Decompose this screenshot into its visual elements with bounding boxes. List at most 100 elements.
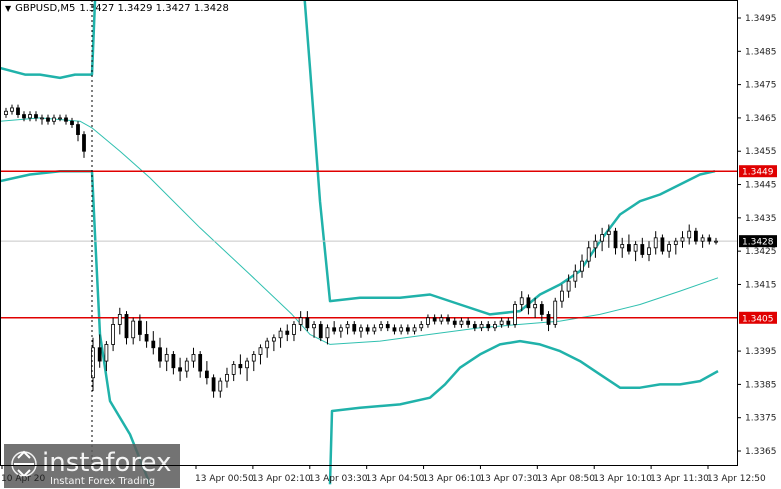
candle (97, 334, 102, 368)
candle-body-down (34, 114, 38, 119)
time-tick-label: 13 Apr 11:30 (650, 474, 709, 484)
price-axis: 1.3495 1.3485 1.3475 1.3465 1.3455 1.3445 1.34… (737, 14, 777, 457)
candle (513, 301, 517, 328)
candle (392, 324, 397, 335)
candle-body-up (4, 110, 8, 115)
candle-body-up (580, 260, 584, 272)
time-tick-label: 13 Apr 12:50 (707, 474, 766, 484)
candle-body-down (70, 120, 74, 125)
candle (225, 367, 229, 388)
candle (466, 317, 471, 328)
candle (325, 324, 330, 345)
candle-body-up (633, 244, 638, 252)
time-tick-label: 13 Apr 00:50 (195, 474, 254, 484)
candle-body-down (694, 230, 698, 242)
candle (714, 237, 718, 245)
candle (40, 114, 44, 125)
candle (10, 104, 14, 115)
candle-body-up (338, 327, 343, 332)
candle-body-down (466, 320, 471, 325)
candle (117, 307, 122, 335)
candle (164, 347, 169, 372)
candle-body-down (305, 317, 310, 329)
candle-body-down (660, 237, 665, 252)
candle-body-up (493, 324, 497, 329)
candle (707, 234, 712, 245)
candle-body-up (459, 320, 464, 325)
time-tick-label: 13 Apr 07:30 (479, 474, 538, 484)
horizontal-levels[interactable]: 1.3449 1.3405 1.3428 (0, 165, 777, 324)
candle (405, 324, 410, 335)
candle-body-down (539, 304, 544, 315)
candle-body-down (707, 237, 712, 242)
candle-body-up (426, 317, 430, 325)
candle (506, 317, 511, 328)
candle-body-up (680, 237, 685, 242)
candle-body-down (365, 327, 370, 332)
symbol-menu-icon[interactable]: ▼ (5, 4, 12, 13)
candle-body-down (486, 324, 491, 329)
candle-body-up (292, 324, 296, 335)
candle-body-up (566, 280, 571, 292)
candle-body-up (117, 314, 122, 325)
candle-body-up (573, 270, 578, 282)
candle (365, 324, 370, 335)
price-tick-label: 1.3475 (745, 81, 777, 91)
candle-body-up (271, 337, 276, 342)
candle-body-down (332, 327, 337, 332)
candle (4, 107, 8, 118)
candle-body-up (687, 230, 692, 239)
candle (613, 227, 618, 255)
candle-body-up (359, 327, 363, 332)
candle (573, 264, 578, 288)
candle (586, 241, 591, 268)
candle (231, 361, 236, 382)
candle (580, 254, 584, 278)
symbol-label[interactable]: GBPUSD,M5 (15, 3, 76, 14)
candle (278, 327, 283, 348)
candle (459, 317, 464, 328)
time-tick-label: 13 Apr 02:10 (252, 474, 311, 484)
candle-body-up (519, 297, 524, 305)
candle (352, 321, 357, 335)
ohlc-readout: 1.3427 1.3429 1.3427 1.3428 (79, 3, 229, 14)
candle-body-down (151, 340, 156, 349)
candle-body-down (137, 320, 142, 335)
candle (158, 337, 162, 368)
watermark-brand: instaforex (42, 448, 171, 478)
candle-body-up (479, 324, 484, 329)
candle-body-up (399, 327, 404, 332)
price-tick-label: 1.3385 (745, 380, 777, 390)
time-tick-label: 13 Apr 10:10 (593, 474, 652, 484)
candle-body-up (278, 330, 283, 339)
price-tick-label: 1.3415 (745, 280, 777, 290)
candle (28, 111, 32, 122)
lower-band-line (0, 169, 152, 485)
candle (479, 321, 484, 332)
candle-body-down (211, 377, 216, 392)
candle-body-up (553, 300, 558, 325)
candle-body-down (178, 367, 182, 372)
candle-body-down (640, 244, 645, 255)
candle (653, 231, 658, 255)
price-tick-label: 1.3465 (745, 114, 777, 124)
candle-body-up (251, 354, 256, 362)
level-price-tag (739, 165, 777, 178)
price-tick-label: 1.3495 (745, 14, 777, 24)
candle-body-down (22, 114, 26, 119)
candle (432, 314, 437, 325)
candle-body-up (513, 304, 517, 325)
candle (178, 357, 182, 382)
candle (191, 347, 196, 368)
candle (131, 317, 136, 345)
candle-body-up (653, 237, 658, 249)
candle (345, 321, 350, 335)
candle (426, 314, 430, 328)
candle-body-down (124, 314, 129, 339)
price-tick-label: 1.3375 (745, 414, 777, 424)
candle (439, 314, 444, 325)
candle-body-down (472, 324, 477, 329)
candle (620, 237, 625, 258)
candle (700, 234, 705, 248)
